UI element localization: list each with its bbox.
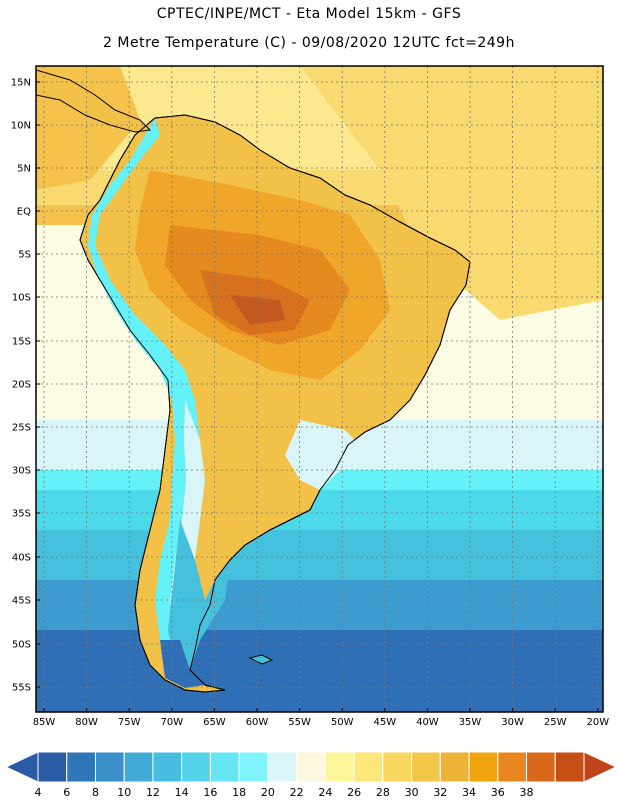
colorbar-cell [439, 751, 470, 783]
colorbar-cell [497, 751, 528, 783]
colorbar-cell [324, 751, 355, 783]
colorbar-cell [37, 751, 68, 783]
lat-label: 15S [12, 337, 31, 348]
colorbar-tick-label: 30 [405, 786, 419, 799]
lat-label: 55S [12, 683, 31, 694]
land-hottest-zone [230, 295, 285, 325]
colorbar-tick-label: 32 [433, 786, 447, 799]
colorbar-cell [66, 751, 96, 783]
colorbar-tick-label: 24 [318, 786, 332, 799]
lat-label: 10N [11, 121, 31, 132]
chart-title-line-1: CPTEC/INPE/MCT - Eta Model 15km - GFS [156, 6, 462, 22]
lon-label: 70W [160, 717, 183, 728]
colorbar-cell [526, 751, 556, 783]
lat-label: 25S [12, 423, 31, 434]
temperature-map: 15N 10N 5N EQ 5S 10S 15S 20S 25S 30S 35S 40S 45S 50S 5… [11, 65, 609, 728]
lon-label: 40W [416, 717, 439, 728]
colorbar-tick-label: 28 [376, 786, 390, 799]
colorbar-cell [238, 751, 269, 783]
colorbar-tick-label: 8 [92, 786, 99, 799]
colorbar-tick-label: 36 [491, 786, 505, 799]
ocean-band [36, 490, 603, 531]
colorbar-tick-label: 38 [520, 786, 534, 799]
lon-label: 60W [246, 717, 269, 728]
colorbar-left-arrow [4, 751, 39, 783]
central-america-land [36, 69, 152, 133]
coastline [79, 114, 471, 693]
andes-cold-zone [88, 118, 205, 660]
colorbar-tick-label: 22 [290, 786, 304, 799]
lat-label: 30S [12, 466, 31, 477]
colorbar-cell [267, 751, 298, 783]
lat-label: 10S [12, 293, 31, 304]
ocean-band [36, 630, 603, 712]
lat-label: 45S [12, 596, 31, 607]
colorbar-cell [468, 751, 499, 783]
colorbar-cell [181, 751, 211, 783]
colorbar-cell [411, 751, 441, 783]
lat-label: 50S [12, 640, 31, 651]
colorbar-tick-label: 14 [175, 786, 189, 799]
colorbar-cell [123, 751, 154, 783]
lon-label: 65W [203, 717, 226, 728]
lon-label: 45W [373, 717, 396, 728]
lon-label: 35W [459, 717, 482, 728]
colorbar-tick-label: 20 [261, 786, 275, 799]
map-frame [35, 65, 604, 713]
colorbar-tick-label: 16 [203, 786, 217, 799]
colorbar-cell [554, 751, 585, 783]
lat-label: 5S [18, 250, 31, 261]
patagonia-cold-zone [160, 640, 205, 688]
lat-label: 15N [11, 78, 31, 89]
colorbar-cell [296, 751, 326, 783]
colorbar-cell [94, 751, 125, 783]
colorbar-cell [382, 751, 413, 783]
colorbar-tick-label: 4 [35, 786, 42, 799]
colorbar-tick-label: 18 [232, 786, 246, 799]
lat-label: 5N [17, 164, 31, 175]
colorbar-tick-label: 6 [63, 786, 70, 799]
lat-label: 40S [12, 553, 31, 564]
lon-label: 75W [118, 717, 141, 728]
lon-label: 80W [75, 717, 98, 728]
latitude-labels: 15N 10N 5N EQ 5S 10S 15S 20S 25S 30S 35S 40S 45S 50S 5… [11, 78, 40, 694]
longitude-labels: 85W 80W 75W 70W 65W 60W 55W 50W 45W 40W 35W 30W 25W 2… [33, 708, 609, 728]
colorbar-cell [209, 751, 240, 783]
ocean-band [36, 530, 603, 581]
land-temperature-field [36, 69, 471, 693]
colorbar-tick-label: 26 [347, 786, 361, 799]
lat-label: 35S [12, 509, 31, 520]
colorbar-tick-label: 12 [146, 786, 160, 799]
lon-label: 30W [501, 717, 524, 728]
ocean-band [36, 580, 603, 631]
lat-label: 20S [12, 380, 31, 391]
colorbar-cell [353, 751, 384, 783]
lon-label: 25W [544, 717, 567, 728]
colorbar-tick-label: 10 [117, 786, 131, 799]
colorbar: 4 6 8 10 12 14 16 18 20 22 24 26 28 30 32 34 36 38 [4, 751, 618, 799]
land-cool-zone [285, 420, 360, 490]
colorbar-cell [152, 751, 183, 783]
falkland-islands [248, 654, 274, 665]
lon-label: 85W [33, 717, 56, 728]
chart-title-line-2: 2 Metre Temperature (C) - 09/08/2020 12U… [103, 35, 515, 51]
lon-label: 20W [586, 717, 609, 728]
patagonia-cold-zone [168, 520, 230, 670]
lon-label: 50W [331, 717, 354, 728]
colorbar-right-arrow [583, 751, 618, 783]
lon-label: 55W [288, 717, 311, 728]
lat-label: EQ [17, 207, 31, 218]
ocean-band [300, 66, 603, 320]
colorbar-tick-label: 34 [462, 786, 476, 799]
